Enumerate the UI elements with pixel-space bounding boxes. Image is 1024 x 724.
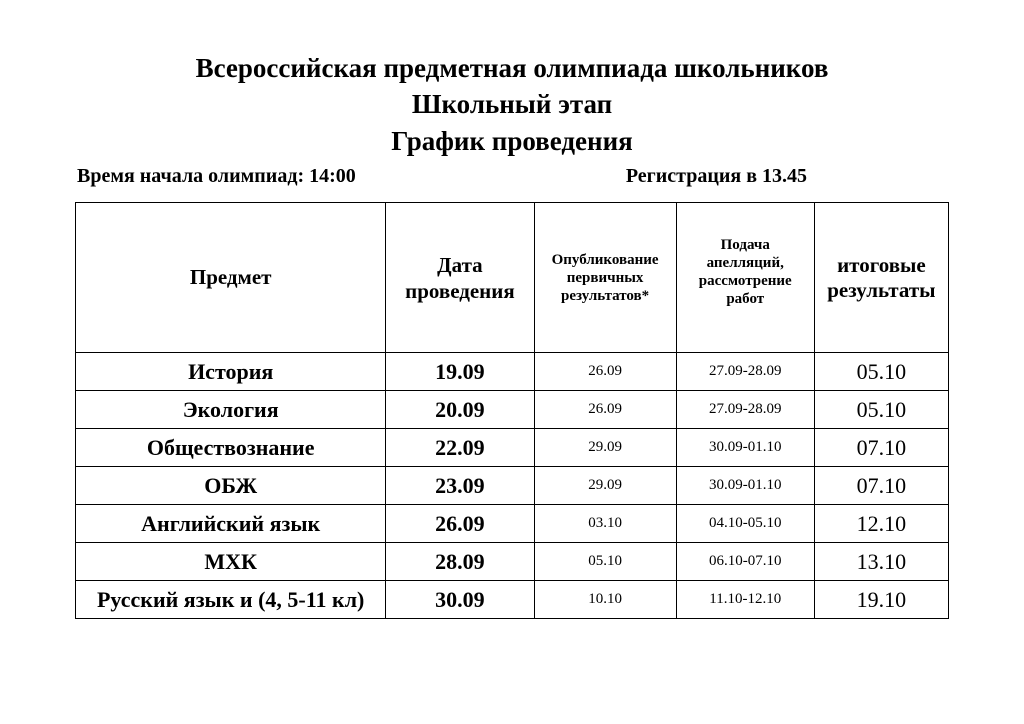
cell-date: 30.09	[386, 581, 534, 619]
cell-publish: 26.09	[534, 353, 676, 391]
cell-final: 12.10	[814, 505, 948, 543]
table-row: Английский язык26.0903.1004.10-05.1012.1…	[76, 505, 949, 543]
cell-final: 07.10	[814, 467, 948, 505]
cell-subject: Английский язык	[76, 505, 386, 543]
cell-final: 13.10	[814, 543, 948, 581]
cell-appeal: 30.09-01.10	[676, 467, 814, 505]
cell-publish: 03.10	[534, 505, 676, 543]
cell-subject: Обществознание	[76, 429, 386, 467]
col-header-final: итоговые результаты	[814, 203, 948, 353]
document-page: Всероссийская предметная олимпиада школь…	[0, 0, 1024, 619]
cell-date: 19.09	[386, 353, 534, 391]
cell-subject: История	[76, 353, 386, 391]
cell-date: 26.09	[386, 505, 534, 543]
col-header-subject: Предмет	[76, 203, 386, 353]
cell-appeal: 27.09-28.09	[676, 353, 814, 391]
col-header-publish: Опубликование первичных результатов*	[534, 203, 676, 353]
cell-date: 23.09	[386, 467, 534, 505]
table-row: Обществознание22.0929.0930.09-01.1007.10	[76, 429, 949, 467]
col-header-appeal: Подача апелляций, рассмотрение работ	[676, 203, 814, 353]
table-body: История19.0926.0927.09-28.0905.10Экологи…	[76, 353, 949, 619]
cell-publish: 10.10	[534, 581, 676, 619]
cell-publish: 29.09	[534, 467, 676, 505]
cell-date: 22.09	[386, 429, 534, 467]
cell-date: 28.09	[386, 543, 534, 581]
title-line-1: Всероссийская предметная олимпиада школь…	[75, 50, 949, 86]
cell-appeal: 11.10-12.10	[676, 581, 814, 619]
cell-final: 19.10	[814, 581, 948, 619]
cell-appeal: 27.09-28.09	[676, 391, 814, 429]
cell-date: 20.09	[386, 391, 534, 429]
table-row: МХК28.0905.1006.10-07.1013.10	[76, 543, 949, 581]
title-block: Всероссийская предметная олимпиада школь…	[75, 50, 949, 159]
registration-label: Регистрация в 13.45	[626, 165, 947, 188]
cell-appeal: 30.09-01.10	[676, 429, 814, 467]
col-header-date: Дата проведения	[386, 203, 534, 353]
cell-final: 05.10	[814, 353, 948, 391]
cell-appeal: 04.10-05.10	[676, 505, 814, 543]
start-time-label: Время начала олимпиад: 14:00	[77, 165, 356, 188]
cell-subject: ОБЖ	[76, 467, 386, 505]
table-header-row: Предмет Дата проведения Опубликование пе…	[76, 203, 949, 353]
cell-appeal: 06.10-07.10	[676, 543, 814, 581]
title-line-2: Школьный этап	[75, 86, 949, 122]
cell-publish: 26.09	[534, 391, 676, 429]
table-row: Русский язык и (4, 5-11 кл)30.0910.1011.…	[76, 581, 949, 619]
cell-final: 07.10	[814, 429, 948, 467]
table-row: ОБЖ23.0929.0930.09-01.1007.10	[76, 467, 949, 505]
cell-subject: МХК	[76, 543, 386, 581]
cell-final: 05.10	[814, 391, 948, 429]
info-row: Время начала олимпиад: 14:00 Регистрация…	[75, 165, 949, 188]
table-row: История19.0926.0927.09-28.0905.10	[76, 353, 949, 391]
cell-subject: Русский язык и (4, 5-11 кл)	[76, 581, 386, 619]
table-row: Экология20.0926.0927.09-28.0905.10	[76, 391, 949, 429]
cell-subject: Экология	[76, 391, 386, 429]
schedule-table: Предмет Дата проведения Опубликование пе…	[75, 202, 949, 619]
cell-publish: 29.09	[534, 429, 676, 467]
cell-publish: 05.10	[534, 543, 676, 581]
title-line-3: График проведения	[75, 123, 949, 159]
